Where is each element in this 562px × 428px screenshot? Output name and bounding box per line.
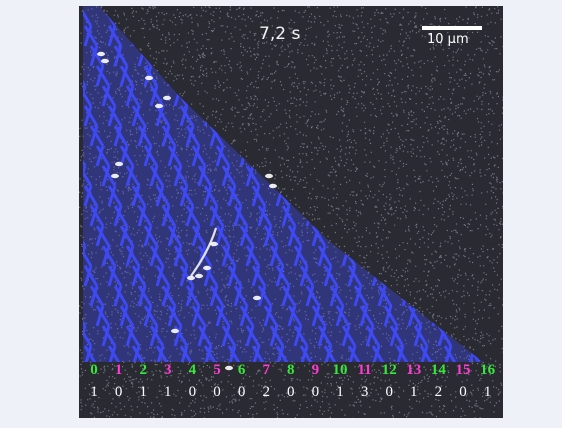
lane-count: 1 — [164, 384, 172, 400]
lane-12: 12 0 — [377, 362, 401, 401]
speckle-14 — [171, 328, 179, 334]
lane-13: 13 1 — [402, 362, 426, 401]
lane-count: 0 — [213, 384, 221, 400]
lane-index: 3 — [164, 362, 172, 378]
lane-10: 10 1 — [328, 362, 352, 401]
lane-count: 2 — [262, 384, 270, 400]
lane-index: 6 — [237, 362, 246, 378]
lane-index: 14 — [430, 362, 446, 378]
lane-index: 16 — [480, 362, 496, 378]
lane-count: 0 — [459, 384, 467, 400]
lane-count: 1 — [410, 384, 418, 400]
lane-count: 1 — [90, 384, 98, 400]
lane-index: 12 — [381, 362, 397, 378]
scale-bar-label: 10 µm — [427, 32, 469, 47]
lane-count: 1 — [139, 384, 147, 400]
filament — [190, 227, 218, 277]
microscopy-image — [79, 6, 503, 418]
speckle-10 — [203, 265, 211, 271]
lane-index: 4 — [188, 362, 197, 378]
lane-count: 0 — [188, 384, 197, 400]
lane-11: 11 3 — [353, 362, 377, 401]
lane-index: 9 — [311, 362, 320, 378]
lane-15: 15 0 — [451, 362, 475, 401]
lane-count: 1 — [483, 384, 492, 400]
speckle-6 — [111, 173, 119, 179]
lane-index: 1 — [114, 362, 123, 378]
lane-count: 0 — [311, 384, 320, 400]
timestamp-label: 7,2 s — [259, 24, 301, 44]
lane-index: 11 — [357, 362, 372, 378]
lane-index: 0 — [90, 362, 98, 378]
lane-14: 14 2 — [426, 362, 450, 401]
scale-bar — [422, 26, 482, 30]
lane-index: 7 — [262, 362, 270, 378]
lane-labels: 0 1 1 0 2 1 3 1 4 0 5 0 6 0 7 2 8 0 9 0 10 1 11 3 12 0 13 1 14 2 15 0 16… — [79, 362, 503, 408]
lane-index: 2 — [139, 362, 147, 378]
lane-count: 1 — [336, 384, 344, 400]
lane-index: 8 — [287, 362, 295, 378]
lane-count: 0 — [385, 384, 393, 400]
speckle-2 — [145, 75, 153, 81]
speckle-5 — [115, 161, 123, 167]
speckle-7 — [265, 173, 273, 179]
speckle-15 — [225, 365, 233, 371]
lane-count: 2 — [434, 384, 443, 400]
lane-count: 0 — [287, 384, 295, 400]
lane-count: 3 — [360, 384, 369, 400]
speckle-8 — [269, 183, 277, 189]
speckle-0 — [97, 51, 105, 57]
speckle-12 — [187, 275, 195, 281]
speckle-9 — [210, 241, 218, 247]
lane-index: 5 — [213, 362, 221, 378]
lane-index: 13 — [406, 362, 422, 378]
speckle-13 — [253, 295, 261, 301]
lane-count: 0 — [237, 384, 246, 400]
lane-16: 16 1 — [476, 362, 500, 401]
speckle-1 — [101, 58, 109, 64]
speckle-3 — [155, 103, 163, 109]
lane-index: 15 — [455, 362, 471, 378]
speckle-4 — [163, 95, 171, 101]
lane-count: 0 — [114, 384, 123, 400]
microscopy-frame: 7,2 s 10 µm 0 1 1 0 2 1 3 1 4 0 5 0 6 0 7 2 8 0 9 0 10 1 11 3 12… — [79, 6, 503, 418]
speckle-11 — [195, 273, 203, 279]
lane-index: 10 — [332, 362, 348, 378]
